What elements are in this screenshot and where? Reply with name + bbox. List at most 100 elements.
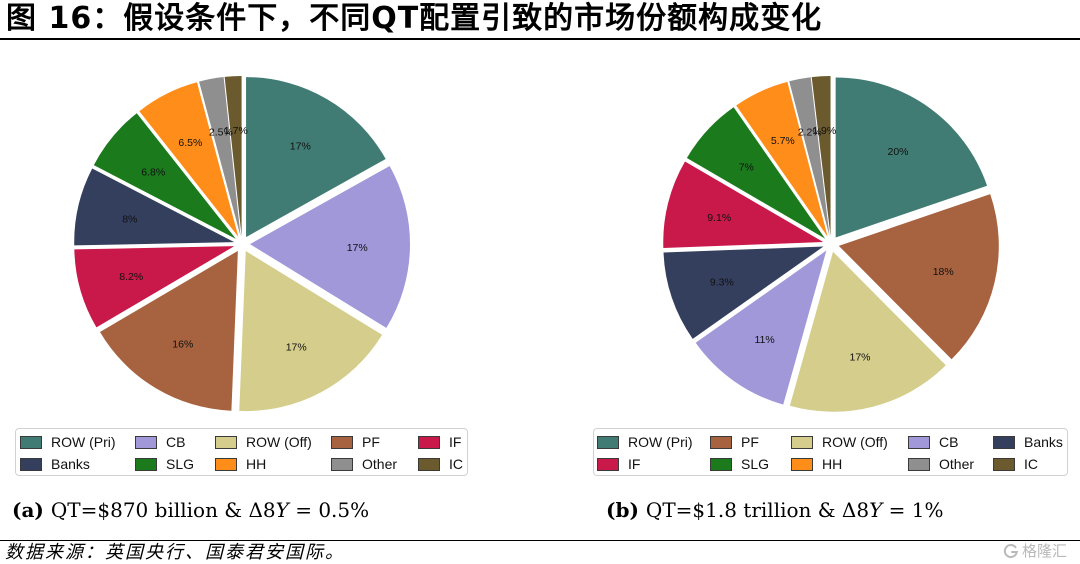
legend-b-label-row-off: ROW (Off): [822, 434, 888, 450]
legend-b-label-if: IF: [628, 456, 641, 472]
pie-b-slice-banks: [663, 246, 824, 339]
legend-b-item-ic: IC: [993, 453, 1063, 475]
pie-a-label-row-pri: 17%: [290, 140, 311, 152]
pie-a-slice-banks: [74, 168, 235, 246]
pie-b-slice-pf: [838, 194, 999, 360]
legend-a-label-if: IF: [449, 434, 462, 450]
legend-b-grid: ROW (Pri) PF ROW (Off) CB Banks IF SLG HH Other I…: [594, 429, 1067, 475]
legend-a-item-hh: HH: [215, 453, 331, 475]
legend-a-swatch-row-pri: [20, 435, 42, 449]
legend-b-label-other: Other: [939, 456, 975, 472]
caption-b-tag: (b): [606, 498, 639, 522]
caption-b-rest: = 1%: [882, 498, 944, 522]
legend-b-label-row-pri: ROW (Pri): [628, 434, 693, 450]
footer-divider: [0, 540, 1080, 541]
pie-a-label-cb: 17%: [347, 242, 368, 254]
legend-b-swatch-pf: [710, 435, 732, 449]
legend-a-swatch-ic: [418, 457, 440, 471]
pie-a-slice-slg: [93, 113, 236, 239]
pie-a-slice-other: [199, 77, 241, 237]
pie-b-label-banks: 9.3%: [710, 277, 734, 289]
legend-a-label-row-off: ROW (Off): [246, 434, 312, 450]
title-divider: [0, 38, 1080, 40]
legend-b-label-ic: IC: [1024, 456, 1038, 472]
pie-b-slice-if: [663, 161, 824, 249]
legend-b-label-banks: Banks: [1024, 434, 1063, 450]
pie-b-label-ic: 1.9%: [812, 125, 836, 137]
legend-b-item-row-off: ROW (Off): [791, 431, 908, 453]
figure-title: 图 16：假设条件下，不同QT配置引致的市场份额构成变化: [6, 1, 823, 36]
legend-a-item-banks: Banks: [20, 453, 135, 475]
legend-b: ROW (Pri) PF ROW (Off) CB Banks IF SLG HH Other I…: [593, 428, 1068, 476]
legend-a-item-pf: PF: [331, 431, 418, 453]
watermark: 格隆汇: [1003, 541, 1067, 561]
legend-b-swatch-row-off: [791, 435, 813, 449]
legend-a-label-ic: IC: [449, 456, 463, 472]
pie-chart-b: 20% 18% 17% 11% 9.3% 9.1% 7% 5.7%2.2%1.9%: [663, 76, 999, 412]
legend-a-swatch-other: [331, 457, 353, 471]
legend-a-swatch-pf: [331, 435, 353, 449]
pie-b-slice-slg: [686, 107, 826, 239]
legend-b-item-slg: SLG: [710, 453, 791, 475]
legend-b-swatch-hh: [791, 457, 813, 471]
pie-a-slice-ic: [224, 76, 242, 237]
pie-a-slice-cb: [250, 166, 410, 328]
caption-b: (b) QT=$1.8 trillion & Δ8Y = 1%: [606, 497, 944, 523]
legend-a-item-slg: SLG: [135, 453, 215, 475]
pie-b-label-cb: 11%: [754, 334, 774, 346]
legend-a-swatch-cb: [135, 435, 157, 449]
pie-b-label-slg: 7%: [739, 162, 754, 174]
data-source-note: 数据来源：英国央行、国泰君安国际。: [5, 542, 345, 563]
pie-b-label-pf: 18%: [933, 266, 954, 278]
legend-b-swatch-other: [908, 457, 930, 471]
legend-b-item-banks: Banks: [993, 431, 1063, 453]
legend-a-swatch-if: [418, 435, 440, 449]
legend-b-item-pf: PF: [710, 431, 791, 453]
pie-b-slice-row-pri: [835, 77, 988, 238]
pie-b-label-hh: 5.7%: [771, 135, 795, 147]
pie-b-label-row-pri: 20%: [887, 146, 908, 158]
legend-a-swatch-row-off: [215, 435, 237, 449]
legend-b-swatch-slg: [710, 457, 732, 471]
legend-b-swatch-ic: [993, 457, 1015, 471]
pie-a-label-slg: 6.8%: [141, 166, 165, 178]
legend-a-label-row-pri: ROW (Pri): [51, 434, 116, 450]
legend-a-item-row-off: ROW (Off): [215, 431, 331, 453]
caption-a-var: Y: [275, 498, 289, 522]
pie-b-label-if: 9.1%: [707, 212, 731, 224]
legend-a-item-other: Other: [331, 453, 418, 475]
legend-a-label-other: Other: [362, 456, 398, 472]
pie-b-slices: [663, 76, 999, 412]
legend-b-label-cb: CB: [939, 434, 959, 450]
pie-b-label-row-off: 17%: [849, 351, 870, 363]
legend-b-label-hh: HH: [822, 456, 843, 472]
legend-b-swatch-banks: [993, 435, 1015, 449]
caption-b-text: QT=$1.8 trillion & Δ8: [645, 498, 870, 522]
legend-b-label-slg: SLG: [741, 456, 770, 472]
pie-a-slice-row-pri: [246, 77, 386, 238]
pie-a-slice-hh: [139, 82, 239, 237]
legend-b-swatch-cb: [908, 435, 930, 449]
legend-b-item-row-pri: ROW (Pri): [597, 431, 710, 453]
caption-a: (a) QT=$870 billion & Δ8Y = 0.5%: [12, 497, 369, 523]
pie-a-slice-row-off: [239, 251, 383, 412]
legend-a-item-cb: CB: [135, 431, 215, 453]
legend-a-label-cb: CB: [166, 434, 186, 450]
legend-a-item-ic: IC: [418, 453, 463, 475]
caption-b-var: Y: [869, 498, 883, 522]
pie-a-data-labels: 17% 17% 17% 16% 8.2% 8% 6.8% 6.5% 2.5%1.7%: [119, 125, 367, 354]
legend-a-label-banks: Banks: [51, 456, 90, 472]
pie-b-data-labels: 20% 18% 17% 11% 9.3% 9.1% 7% 5.7%2.2%1.9%: [707, 125, 953, 364]
watermark-text: 格隆汇: [1022, 542, 1068, 560]
pie-a-label-banks: 8%: [122, 214, 137, 226]
legend-a-swatch-slg: [135, 457, 157, 471]
legend-b-item-hh: HH: [791, 453, 908, 475]
legend-a-swatch-banks: [20, 457, 42, 471]
legend-a-label-slg: SLG: [166, 456, 195, 472]
pie-a-slice-pf: [100, 250, 238, 411]
legend-b-swatch-if: [597, 457, 619, 471]
pie-b-slice-other: [789, 77, 830, 237]
pie-chart-a: 17% 17% 17% 16% 8.2% 8% 6.8% 6.5% 2.5%1.7%: [74, 76, 410, 412]
caption-a-tag: (a): [12, 498, 44, 522]
pie-a-label-if: 8.2%: [119, 271, 143, 283]
